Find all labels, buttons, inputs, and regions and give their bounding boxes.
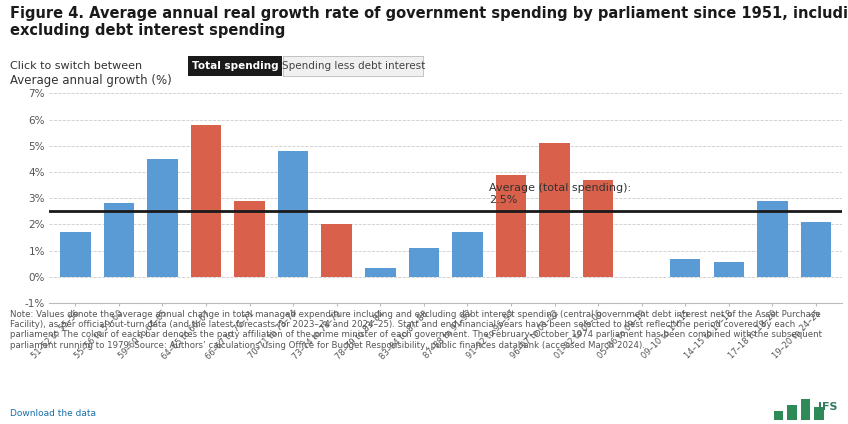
Bar xyxy=(278,151,309,277)
Bar xyxy=(365,268,395,277)
Bar xyxy=(60,232,91,277)
Text: Average annual growth (%): Average annual growth (%) xyxy=(10,74,172,87)
Bar xyxy=(191,125,221,277)
Bar xyxy=(801,222,831,277)
Bar xyxy=(814,407,824,420)
Bar xyxy=(148,159,178,277)
Bar xyxy=(773,411,784,420)
Bar xyxy=(321,224,352,277)
Text: Figure 4. Average annual real growth rate of government spending by parliament s: Figure 4. Average annual real growth rat… xyxy=(10,6,848,21)
Bar xyxy=(583,180,613,277)
Text: Spending less debt interest: Spending less debt interest xyxy=(282,61,425,71)
Text: Note: Values denote the average annual change in total managed expenditure inclu: Note: Values denote the average annual c… xyxy=(10,310,823,350)
Text: Average (total spending):
2.5%: Average (total spending): 2.5% xyxy=(489,183,631,205)
Bar xyxy=(787,405,797,420)
Bar xyxy=(757,201,788,277)
Text: Total spending: Total spending xyxy=(192,61,278,71)
Text: excluding debt interest spending: excluding debt interest spending xyxy=(10,23,286,38)
Bar xyxy=(670,259,700,277)
Text: Click to switch between: Click to switch between xyxy=(10,61,142,71)
Text: IFS: IFS xyxy=(818,402,838,412)
Bar xyxy=(496,175,527,277)
Bar xyxy=(801,399,811,420)
Bar xyxy=(539,143,570,277)
Bar xyxy=(409,248,439,277)
Bar xyxy=(103,204,134,277)
Bar xyxy=(452,232,483,277)
Bar xyxy=(713,262,744,277)
Text: Download the data: Download the data xyxy=(10,409,96,418)
Bar xyxy=(234,201,265,277)
